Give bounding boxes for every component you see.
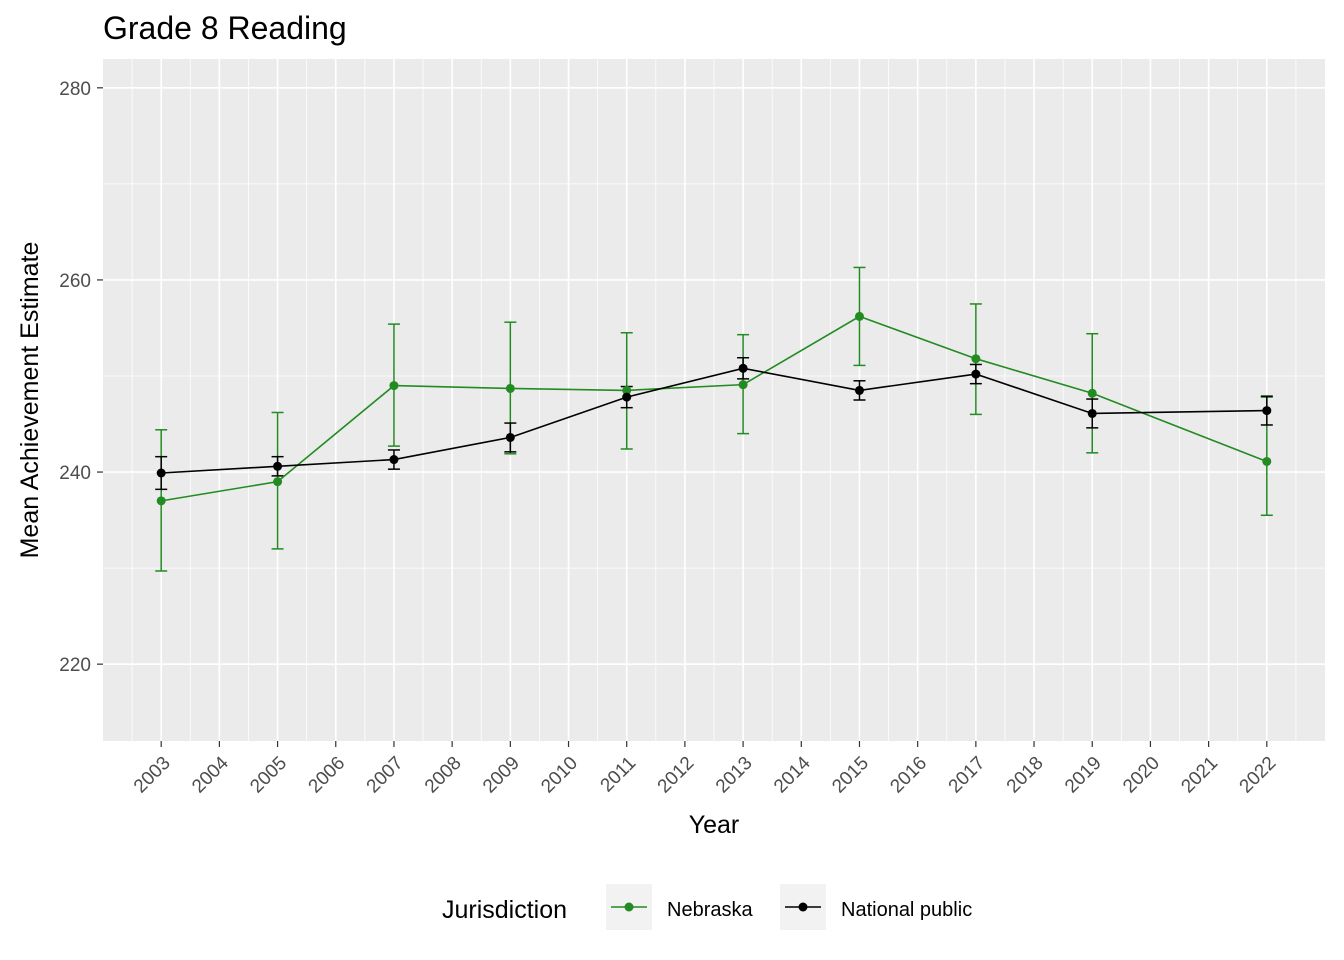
x-tick-label: 2019 <box>1061 753 1106 798</box>
series-line-nebraska <box>161 315 1268 502</box>
x-tick-label: 2008 <box>421 753 466 798</box>
x-tick-label: 2022 <box>1236 753 1281 798</box>
x-tick-label: 2015 <box>828 753 873 798</box>
x-tick-label: 2012 <box>654 753 699 798</box>
x-tick-label: 2017 <box>945 753 990 798</box>
x-axis-title: Year <box>689 811 740 839</box>
x-tick-label: 2010 <box>537 753 582 798</box>
chart-title: Grade 8 Reading <box>103 10 347 46</box>
legend-item-national-public: National public <box>780 884 972 930</box>
data-point-national-public <box>1087 408 1097 418</box>
data-point-nebraska <box>273 477 283 487</box>
data-point-national-public <box>971 369 981 379</box>
data-point-national-public <box>622 392 632 402</box>
y-tick-label: 260 <box>59 271 91 292</box>
x-tick-label: 2014 <box>770 752 815 797</box>
data-point-national-public <box>273 461 283 471</box>
data-point-national-public <box>389 455 399 465</box>
data-point-nebraska <box>971 354 981 364</box>
data-point-nebraska <box>1262 456 1272 466</box>
data-point-national-public <box>505 432 515 442</box>
data-point-nebraska <box>1087 388 1097 398</box>
x-tick-label: 2013 <box>712 753 757 798</box>
legend-title: Jurisdiction <box>442 896 567 924</box>
x-tick-label: 2018 <box>1003 753 1048 798</box>
legend-item-nebraska: Nebraska <box>606 884 753 930</box>
legend: Jurisdiction Nebraska National public <box>442 884 972 930</box>
data-point-nebraska <box>389 381 399 391</box>
x-tick-label: 2005 <box>246 753 291 798</box>
legend-label-nebraska: Nebraska <box>667 899 753 921</box>
data-point-national-public <box>738 363 748 373</box>
x-tick-label: 2004 <box>188 752 233 797</box>
series-points <box>156 311 1272 506</box>
x-tick-label: 2003 <box>130 753 175 798</box>
data-point-nebraska <box>156 496 166 506</box>
legend-point-nebraska <box>624 902 634 912</box>
x-tick-label: 2021 <box>1177 753 1222 798</box>
y-tick-label: 240 <box>59 463 91 484</box>
y-tick-label: 220 <box>59 655 91 676</box>
data-point-national-public <box>1262 406 1272 416</box>
x-axis: 2003 2004 2005 2006 2007 2008 2009 2010 2011 2012… <box>130 741 1280 797</box>
x-tick-label: 2016 <box>886 753 931 798</box>
series-lines <box>161 315 1268 502</box>
x-tick-label: 2011 <box>597 753 641 797</box>
y-axis-title: Mean Achievement Estimate <box>16 242 44 559</box>
data-point-nebraska <box>622 385 632 395</box>
y-axis: 220 240 260 280 <box>59 79 103 676</box>
legend-label-national-public: National public <box>841 899 972 921</box>
major-gridlines <box>103 59 1325 741</box>
data-point-national-public <box>156 468 166 478</box>
x-tick-label: 2009 <box>479 753 524 798</box>
data-point-nebraska <box>505 383 515 393</box>
y-tick-label: 280 <box>59 79 91 100</box>
series-line-national-public <box>161 367 1267 474</box>
data-point-nebraska <box>854 311 864 321</box>
data-point-national-public <box>854 385 864 395</box>
x-tick-label: 2007 <box>363 753 408 798</box>
minor-gridlines <box>103 59 1325 741</box>
x-tick-label: 2006 <box>305 753 350 798</box>
x-tick-label: 2020 <box>1119 753 1164 798</box>
data-point-nebraska <box>738 380 748 390</box>
legend-point-national-public <box>798 902 808 912</box>
